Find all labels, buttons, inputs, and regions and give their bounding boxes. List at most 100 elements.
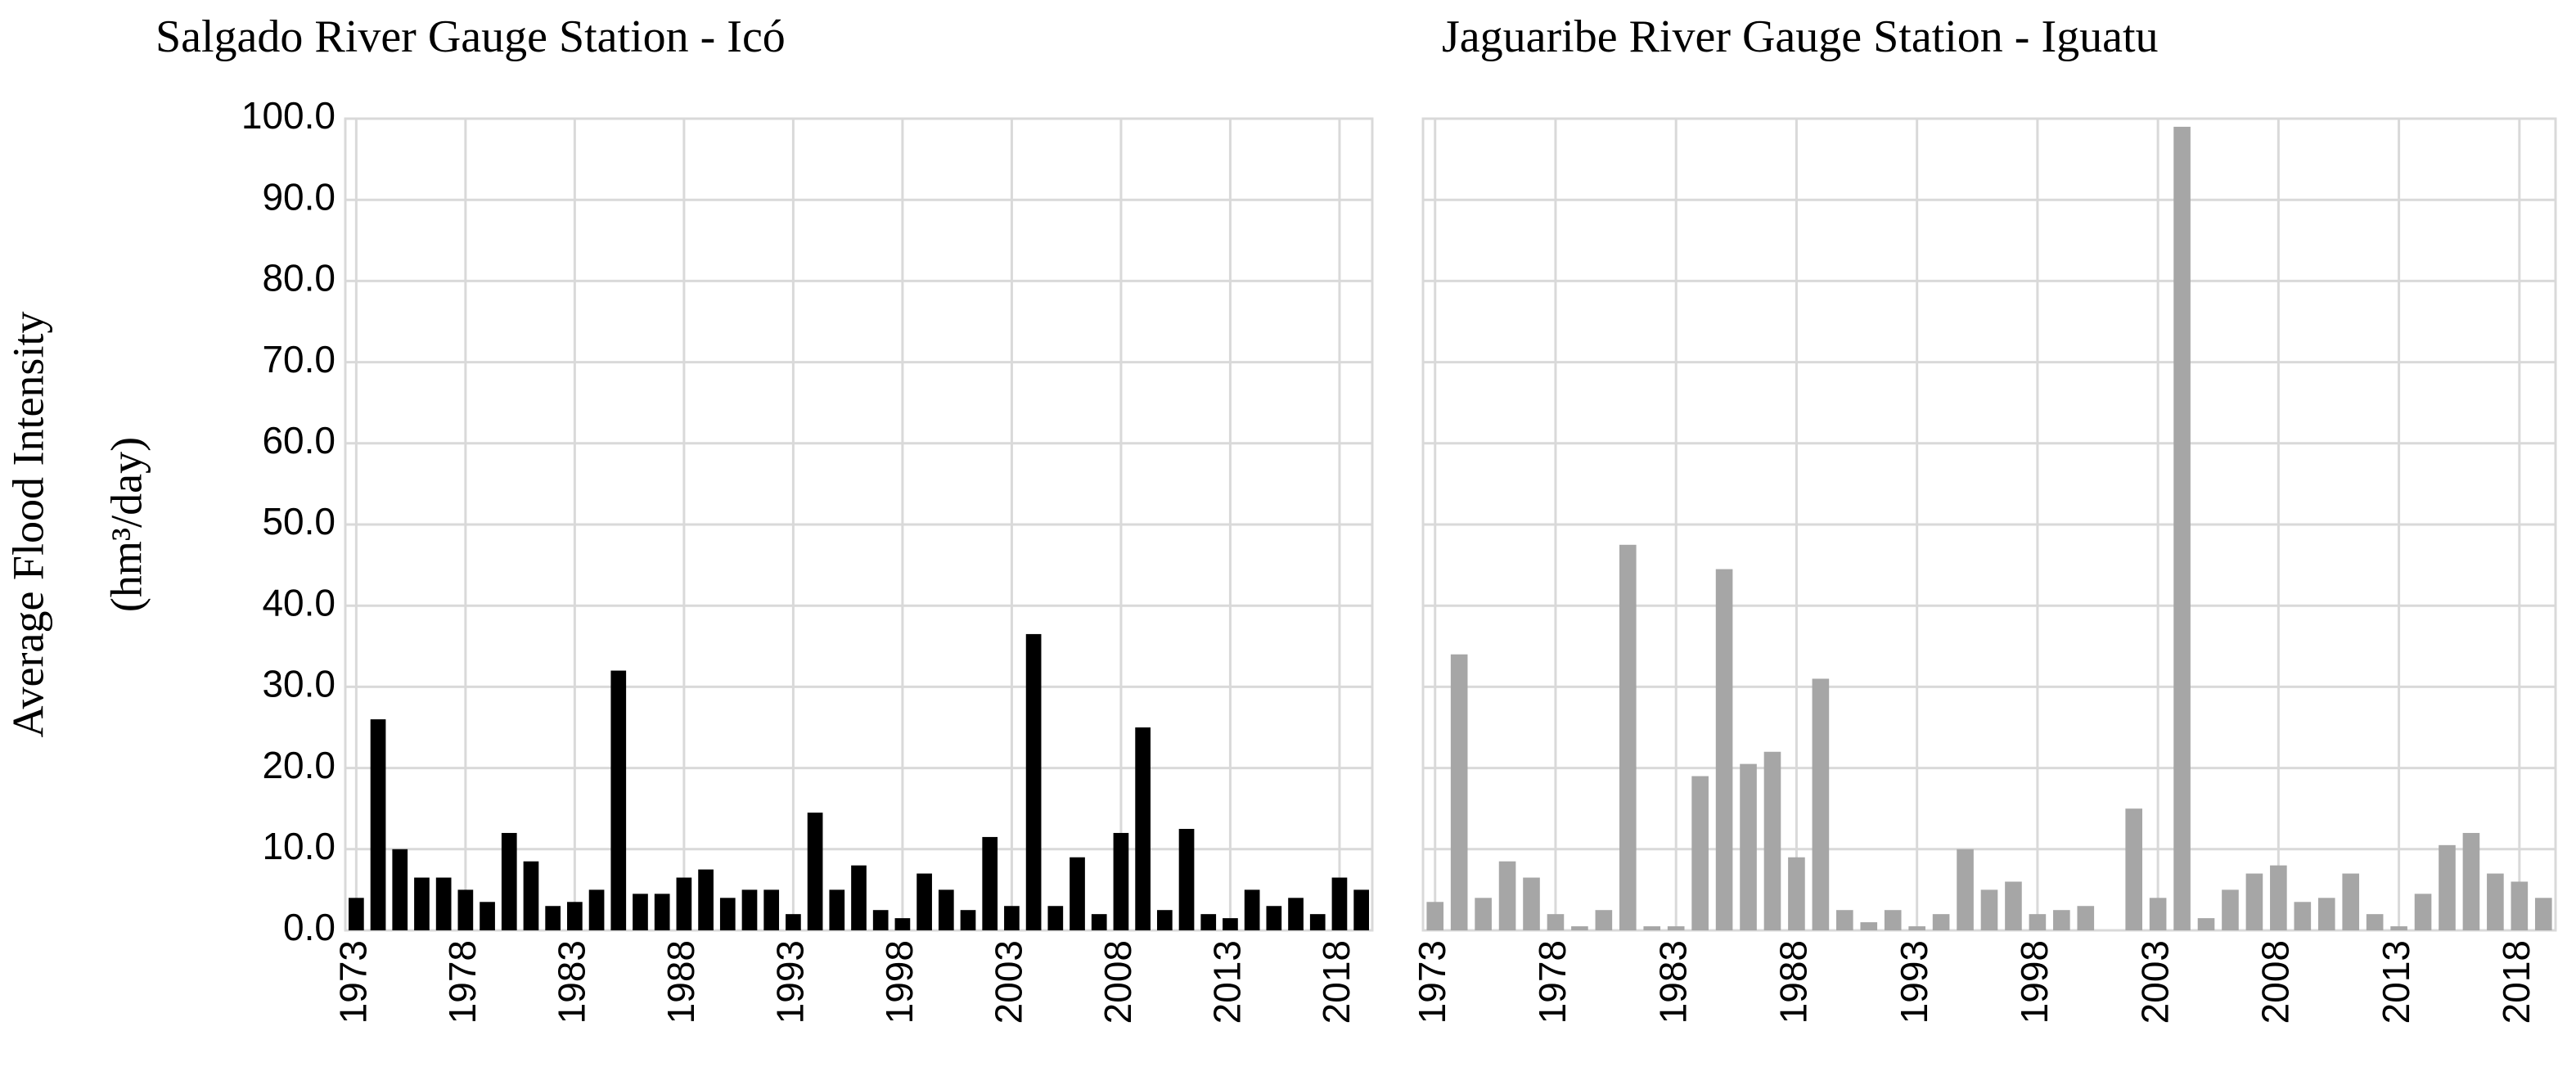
x-tick-label: 1998 bbox=[2013, 940, 2056, 1024]
x-tick-label: 2018 bbox=[2495, 940, 2538, 1024]
bar bbox=[2342, 873, 2360, 930]
bar bbox=[1932, 914, 1950, 930]
bar bbox=[1244, 889, 1260, 930]
bar bbox=[2294, 902, 2312, 930]
bar bbox=[2270, 865, 2287, 930]
bar bbox=[1980, 889, 1998, 930]
x-tick-label: 2008 bbox=[1097, 940, 1139, 1024]
bar bbox=[1004, 906, 1020, 930]
x-tick-label: 1993 bbox=[769, 940, 812, 1024]
y-axis-label: (hm³/day) bbox=[101, 437, 151, 612]
x-tick-label: 1978 bbox=[441, 940, 484, 1024]
bar bbox=[1288, 898, 1304, 930]
bar bbox=[501, 832, 517, 930]
bar bbox=[719, 898, 736, 930]
bar bbox=[1309, 914, 1326, 930]
bar bbox=[435, 877, 452, 930]
y-tick-label: 50.0 bbox=[262, 500, 336, 543]
x-tick-label: 1988 bbox=[1772, 940, 1815, 1024]
bar bbox=[567, 902, 583, 930]
y-tick-label: 60.0 bbox=[262, 419, 336, 461]
bar bbox=[1331, 877, 1348, 930]
y-tick-label: 0.0 bbox=[283, 906, 336, 948]
bar bbox=[1156, 910, 1173, 930]
y-tick-label: 40.0 bbox=[262, 581, 336, 624]
bar bbox=[1178, 829, 1195, 930]
x-tick-label: 2018 bbox=[1315, 940, 1358, 1024]
bar bbox=[1860, 922, 1878, 930]
x-tick-label: 2003 bbox=[988, 940, 1030, 1024]
bar bbox=[851, 865, 867, 930]
bar bbox=[1884, 910, 1902, 930]
bar bbox=[1595, 910, 1613, 930]
x-tick-label: 1983 bbox=[1651, 940, 1694, 1024]
bar bbox=[1523, 877, 1540, 930]
x-tick-label: 1988 bbox=[660, 940, 702, 1024]
bar bbox=[1070, 857, 1085, 930]
bar bbox=[1498, 861, 1516, 930]
x-tick-label: 2003 bbox=[2133, 940, 2176, 1024]
bar bbox=[2197, 918, 2215, 930]
bar bbox=[2414, 894, 2432, 930]
y-tick-label: 20.0 bbox=[262, 744, 336, 786]
bar bbox=[1715, 569, 1733, 930]
bar bbox=[894, 918, 911, 930]
chart-title: Jaguaribe River Gauge Station - Iguatu bbox=[1442, 11, 2159, 62]
y-tick-label: 90.0 bbox=[262, 175, 336, 218]
y-tick-label: 100.0 bbox=[241, 94, 336, 137]
bar bbox=[1788, 857, 1805, 930]
x-tick-label: 2008 bbox=[2254, 940, 2297, 1024]
bar bbox=[1812, 678, 1830, 930]
x-tick-label: 1998 bbox=[878, 940, 921, 1024]
x-tick-label: 1983 bbox=[551, 940, 593, 1024]
bar bbox=[2005, 881, 2022, 930]
bar bbox=[1353, 889, 1369, 930]
bar bbox=[457, 889, 474, 930]
bar bbox=[1547, 914, 1565, 930]
bar bbox=[1667, 926, 1685, 930]
bar bbox=[1571, 926, 1588, 930]
bar bbox=[1691, 776, 1709, 930]
bar bbox=[829, 889, 845, 930]
bar bbox=[2511, 881, 2529, 930]
bar bbox=[1113, 832, 1129, 930]
bar bbox=[1047, 906, 1064, 930]
bar bbox=[2245, 873, 2263, 930]
bar bbox=[1200, 914, 1217, 930]
bar bbox=[2366, 914, 2384, 930]
bar bbox=[1475, 898, 1492, 930]
y-tick-label: 30.0 bbox=[262, 663, 336, 705]
bar bbox=[916, 873, 932, 930]
bar bbox=[633, 894, 648, 930]
bar bbox=[872, 910, 889, 930]
bar bbox=[1450, 654, 1468, 930]
bar bbox=[2125, 808, 2142, 930]
x-tick-label: 2013 bbox=[2375, 940, 2417, 1024]
bar bbox=[588, 889, 605, 930]
x-tick-label: 1973 bbox=[1411, 940, 1453, 1024]
x-tick-label: 2013 bbox=[1206, 940, 1249, 1024]
bar bbox=[1763, 751, 1781, 930]
bar bbox=[610, 670, 627, 930]
bar bbox=[2390, 926, 2407, 930]
bar bbox=[1740, 763, 1757, 930]
bar bbox=[786, 914, 801, 930]
bar bbox=[654, 894, 670, 930]
bar bbox=[1025, 633, 1042, 930]
bar bbox=[414, 877, 430, 930]
bar bbox=[2487, 873, 2504, 930]
bar bbox=[2077, 906, 2095, 930]
bar bbox=[1643, 926, 1661, 930]
bar bbox=[2029, 914, 2047, 930]
bar bbox=[392, 849, 408, 930]
bar bbox=[741, 889, 758, 930]
bar bbox=[1619, 544, 1637, 930]
bar bbox=[349, 898, 364, 930]
bar bbox=[807, 813, 823, 930]
bar bbox=[1135, 727, 1151, 930]
bar bbox=[2462, 832, 2480, 930]
bar bbox=[2053, 910, 2070, 930]
y-tick-label: 10.0 bbox=[262, 825, 336, 867]
bar bbox=[1223, 918, 1238, 930]
